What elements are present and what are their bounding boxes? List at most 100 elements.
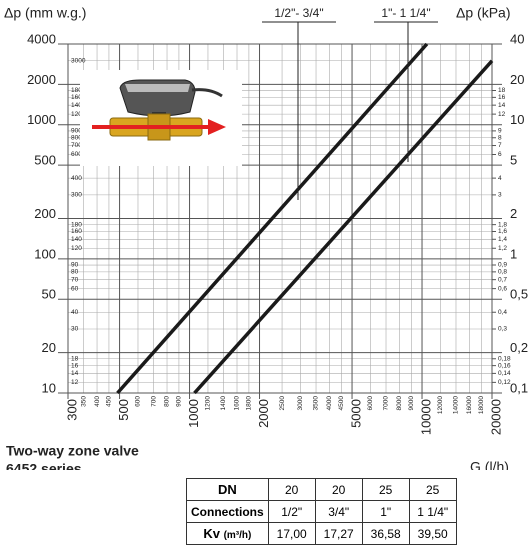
y2-tick-label: 9 (498, 128, 502, 135)
y-tick-label: 50 (42, 287, 56, 302)
x-tick-label: 10000 (418, 399, 433, 435)
chart: Δp (mm w.g.) Δp (kPa) G (l/h) Two-way zo… (0, 0, 531, 470)
y-tick-label: 70 (71, 276, 79, 283)
table-cell: 3/4" (315, 501, 362, 523)
y2-tick-label: 1,8 (498, 221, 507, 228)
table-cell: 20 (268, 479, 315, 501)
y2-tick-label: 0,4 (498, 309, 507, 316)
x-tick-label: 1600 (234, 396, 241, 411)
x-tick-label: 700 (150, 396, 157, 407)
valve-image (80, 70, 242, 166)
y2-tick-label: 16 (498, 94, 506, 101)
x-tick-label: 8000 (396, 396, 403, 411)
y-tick-label: 80 (71, 269, 79, 276)
y-tick-label: 200 (34, 206, 56, 221)
x-tick-label: 14000 (453, 396, 460, 414)
table-cell: 17,00 (268, 523, 315, 545)
y-tick-label: 2000 (27, 72, 56, 87)
table-cell: 36,58 (362, 523, 409, 545)
x-tick-label: 1200 (205, 396, 212, 411)
x-tick-label: 2500 (279, 396, 286, 411)
x-tick-label: 12000 (437, 396, 444, 414)
kv-unit: (m³/h) (224, 530, 252, 541)
kv-table: DN 20 20 25 25 Connections 1/2" 3/4" 1" … (186, 478, 457, 545)
x-tick-label: 1800 (246, 396, 253, 411)
y2-tick-label: 1,2 (498, 245, 507, 252)
x-tick-label: 3500 (313, 396, 320, 411)
y2-tick-label: 0,16 (498, 362, 511, 369)
x-tick-label: 4500 (338, 396, 345, 411)
y2-tick-label: 0,7 (498, 276, 507, 283)
y-tick-label: 60 (71, 285, 79, 292)
y-tick-label: 120 (71, 245, 82, 252)
y-tick-label: 160 (71, 228, 82, 235)
y2-tick-label: 7 (498, 142, 502, 149)
x-tick-label: 18000 (478, 396, 485, 414)
x-tick-label: 300 (64, 399, 79, 421)
table-cell: 39,50 (409, 523, 456, 545)
y2-tick-label: 5 (510, 153, 517, 168)
x-tick-label: 2000 (256, 399, 271, 428)
y-tick-label: 140 (71, 236, 82, 243)
y2-tick-label: 0,8 (498, 269, 507, 276)
y2-tick-label: 8 (498, 134, 502, 141)
page: Δp (mm w.g.) Δp (kPa) G (l/h) Two-way zo… (0, 0, 531, 555)
y2-tick-label: 14 (498, 102, 506, 109)
y2-tick-label: 10 (510, 112, 524, 127)
y2-tick-label: 40 (510, 31, 524, 46)
x-tick-label: 5000 (348, 399, 363, 428)
y2-axis-label: Δp (kPa) (456, 5, 510, 21)
y2-tick-label: 4 (498, 175, 502, 182)
x-axis-label: G (l/h) (470, 459, 509, 470)
table-cell: 1" (362, 501, 409, 523)
y2-tick-label: 6 (498, 151, 502, 158)
y-tick-label: 40 (71, 309, 79, 316)
y2-tick-label: 1,4 (498, 236, 507, 243)
y2-tick-label: 12 (498, 111, 506, 118)
x-tick-label: 900 (176, 396, 183, 407)
x-tick-label: 16000 (466, 396, 473, 414)
y-tick-label: 4000 (27, 31, 56, 46)
y2-tick-label: 2 (510, 206, 517, 221)
y-tick-label: 12 (71, 379, 79, 386)
y2-tick-label: 18 (498, 87, 506, 94)
y2-tick-label: 3 (498, 192, 502, 199)
y-tick-label: 14 (71, 370, 79, 377)
y-tick-label: 3000 (71, 57, 86, 64)
x-tick-label: 6000 (367, 396, 374, 411)
y-tick-label: 18 (71, 355, 79, 362)
y2-tick-label: 0,1 (510, 380, 528, 395)
y2-tick-label: 1,6 (498, 228, 507, 235)
y-tick-label: 10 (42, 380, 56, 395)
table-cell: 20 (315, 479, 362, 501)
y2-tick-label: 0,14 (498, 370, 511, 377)
table-cell: 25 (409, 479, 456, 501)
x-tick-label: 350 (80, 396, 87, 407)
y2-tick-label: 0,6 (498, 285, 507, 292)
table-cell: 25 (362, 479, 409, 501)
y2-tick-label: 0,9 (498, 262, 507, 269)
x-tick-label: 500 (116, 399, 131, 421)
curve-label: 1/2"- 3/4" (274, 6, 323, 20)
x-tick-label: 600 (135, 396, 142, 407)
curve-label: 1"- 1 1/4" (381, 6, 430, 20)
x-tick-label: 20000 (488, 399, 503, 435)
table-cell: 1/2" (268, 501, 315, 523)
y-tick-label: 180 (71, 221, 82, 228)
x-tick-label: 400 (94, 396, 101, 407)
y-tick-label: 300 (71, 192, 82, 199)
x-tick-label: 1400 (220, 396, 227, 411)
y2-tick-label: 20 (510, 72, 524, 87)
y-tick-label: 30 (71, 326, 79, 333)
y-tick-label: 20 (42, 340, 56, 355)
y-tick-label: 100 (34, 246, 56, 261)
table-header: Kv (m³/h) (187, 523, 269, 545)
table-header: DN (187, 479, 269, 501)
y2-tick-label: 0,18 (498, 355, 511, 362)
y-tick-label: 400 (71, 175, 82, 182)
x-tick-label: 450 (106, 396, 113, 407)
x-tick-label: 800 (164, 396, 171, 407)
title: 6452 series (6, 461, 82, 470)
table-header: Connections (187, 501, 269, 523)
y2-tick-label: 0,3 (498, 326, 507, 333)
